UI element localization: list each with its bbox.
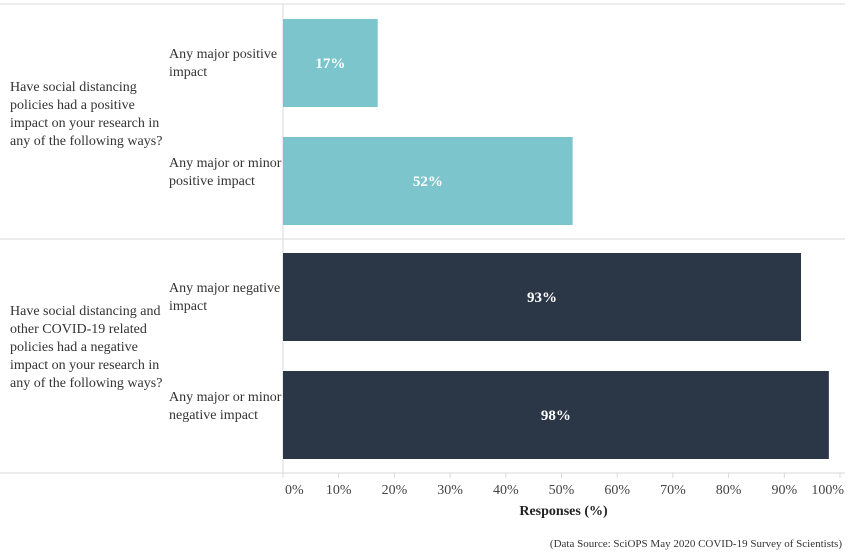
bar-value-label-1-0: 93% xyxy=(527,290,557,306)
x-ticks: 0% 10% 20% 30% 40% 50% 60% 70% 80% 90% 100% xyxy=(282,473,844,498)
x-tick-label-6: 60% xyxy=(604,483,630,498)
x-tick-label-10: 100% xyxy=(811,483,844,498)
x-tick-label-0: 0% xyxy=(285,483,304,498)
category-label-major-minor-positive: Any major or minor positive impact xyxy=(169,156,282,189)
category-label-major-positive: Any major positive impact xyxy=(169,47,278,80)
bar-value-label-0-0: 17% xyxy=(315,56,345,72)
x-tick-label-4: 40% xyxy=(493,483,519,498)
bar-0-0 xyxy=(283,19,378,107)
category-label-major-negative: Any major negative impact xyxy=(169,281,281,314)
question-negative: Have social distancing and other COVID-1… xyxy=(10,304,163,391)
x-axis-label: Responses (%) xyxy=(519,504,608,519)
x-tick-label-8: 80% xyxy=(716,483,742,498)
bar-labels: 17% 52% 93% 98% xyxy=(315,56,571,424)
x-tick-label-2: 20% xyxy=(382,483,408,498)
x-tick-label-3: 30% xyxy=(437,483,463,498)
x-tick-label-1: 10% xyxy=(326,483,352,498)
bar-value-label-1-1: 98% xyxy=(541,408,571,424)
bar-1-1 xyxy=(283,371,829,459)
x-tick-label-5: 50% xyxy=(549,483,575,498)
question-positive: Have social distancing policies had a po… xyxy=(10,80,163,149)
data-source-note: (Data Source: SciOPS May 2020 COVID-19 S… xyxy=(549,538,842,550)
bar-1-0 xyxy=(283,253,802,341)
category-label-major-minor-negative: Any major or minor negative impact xyxy=(169,390,282,423)
bar-value-label-0-1: 52% xyxy=(413,174,443,190)
bars xyxy=(283,19,829,459)
x-tick-label-9: 90% xyxy=(771,483,797,498)
bar-0-1 xyxy=(283,137,573,225)
x-tick-label-7: 70% xyxy=(660,483,686,498)
